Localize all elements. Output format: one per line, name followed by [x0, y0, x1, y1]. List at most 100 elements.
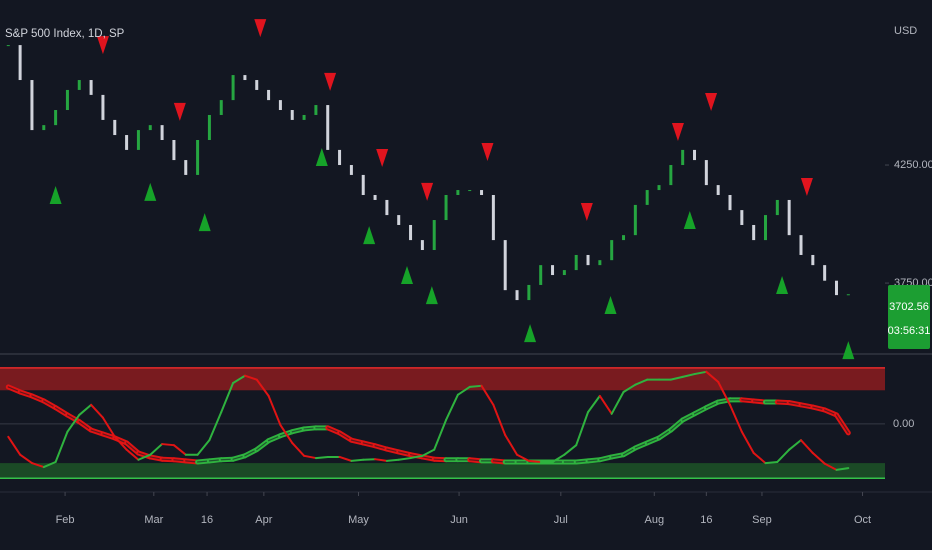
x-tick-label: Jul: [554, 514, 568, 526]
candle: [444, 195, 448, 221]
oscillator-segment: [468, 384, 483, 388]
oscillator-segment: [717, 380, 732, 406]
candle: [693, 149, 697, 161]
oscillator-segment: [350, 458, 365, 462]
oscillator-segment: [445, 393, 459, 421]
candle: [657, 185, 661, 191]
candle: [669, 165, 673, 186]
candle: [823, 265, 827, 281]
oscillator-segment: [385, 458, 400, 462]
signal-arrow: [254, 19, 267, 38]
candle: [338, 149, 342, 166]
overlay: 3702.56 03:56:31 Feb Mar 16 Apr May Jun Jul Aug 16…: [56, 285, 930, 526]
oscillator-segment: [172, 444, 187, 456]
candle: [30, 80, 34, 131]
oscillator-segment: [823, 462, 838, 471]
candle: [77, 80, 81, 90]
oscillator-segment: [137, 453, 152, 461]
x-tick-label: Apr: [255, 514, 272, 526]
oscillator-segment: [338, 455, 353, 462]
oscillator-segment: [78, 403, 93, 416]
band: [0, 463, 885, 479]
oscillator-segment: [279, 424, 294, 444]
oscillator-segment: [669, 375, 684, 381]
candle: [503, 240, 507, 291]
candle: [764, 215, 768, 241]
signal-arrow: [425, 286, 438, 305]
oscillator-segment: [740, 430, 755, 455]
candle: [539, 265, 543, 285]
candle: [219, 100, 223, 115]
oscillator-segment: [752, 452, 767, 465]
oscillator-segment: [634, 378, 649, 386]
candle: [207, 114, 211, 140]
candle: [716, 185, 720, 196]
oscillator-segment: [374, 458, 388, 462]
oscillator-segment: [421, 448, 436, 457]
oscillator-segment: [587, 394, 601, 414]
oscillator-segment: [811, 452, 826, 465]
candle: [54, 110, 58, 126]
unit-label: USD: [894, 25, 917, 37]
oscillator-segment: [161, 443, 175, 447]
oscillator-segment: [220, 382, 235, 414]
signal-arrow: [705, 92, 718, 111]
oscillator-segment: [788, 439, 802, 451]
candle: [160, 125, 164, 140]
oscillator-segment: [196, 439, 211, 456]
candle: [633, 204, 637, 236]
last-price-label: 3702.56: [889, 301, 929, 313]
candle: [184, 160, 188, 175]
signal-arrow: [524, 324, 537, 343]
x-tick-label: 16: [201, 514, 213, 526]
x-tick-label: Aug: [644, 514, 664, 526]
signal-arrow: [324, 72, 337, 91]
candle: [480, 190, 484, 196]
signal-arrow: [604, 296, 617, 315]
candle: [136, 130, 140, 150]
candle: [610, 240, 614, 261]
candle: [598, 260, 602, 266]
oscillator-segment: [149, 443, 164, 456]
oscillator-segment: [480, 384, 495, 406]
oscillator-segment: [113, 435, 128, 451]
candle: [385, 199, 389, 216]
signal-arrow: [671, 122, 684, 141]
candle: [290, 110, 294, 120]
candle: [681, 149, 685, 166]
x-tick-label: Oct: [854, 514, 871, 526]
signal-arrow: [683, 211, 696, 230]
oscillator-segment: [492, 403, 507, 437]
x-tick-label: Sep: [752, 514, 772, 526]
candle: [420, 240, 424, 251]
y-tick-label: 4250.00: [894, 159, 932, 171]
candle: [799, 235, 803, 255]
oscillator-segment: [551, 453, 566, 463]
signal-arrow: [363, 226, 376, 245]
oscillator-segment: [7, 435, 22, 456]
oscillator-segment: [456, 385, 471, 396]
oscillator-segment: [243, 374, 258, 381]
oscillator-segment: [303, 454, 317, 460]
candle: [267, 89, 271, 101]
oscillator-segment: [598, 394, 613, 415]
oscillator-core: [125, 442, 140, 454]
oscillator-segment: [314, 455, 329, 460]
oscillator-segment: [232, 374, 246, 385]
oscillator-segment: [255, 378, 270, 397]
oscillator-segment: [208, 411, 223, 442]
signal-arrow: [198, 213, 211, 232]
candle: [728, 195, 732, 211]
signal-arrow: [421, 182, 434, 201]
candle: [314, 105, 318, 115]
candle: [361, 174, 365, 196]
oscillator-segment: [705, 370, 720, 383]
candle: [125, 135, 129, 150]
x-tick-label: Jun: [450, 514, 468, 526]
candle: [302, 114, 306, 120]
oscillator-segment: [90, 403, 104, 419]
oscillator-segment: [125, 448, 140, 461]
candle: [255, 80, 259, 90]
candle: [432, 220, 436, 251]
